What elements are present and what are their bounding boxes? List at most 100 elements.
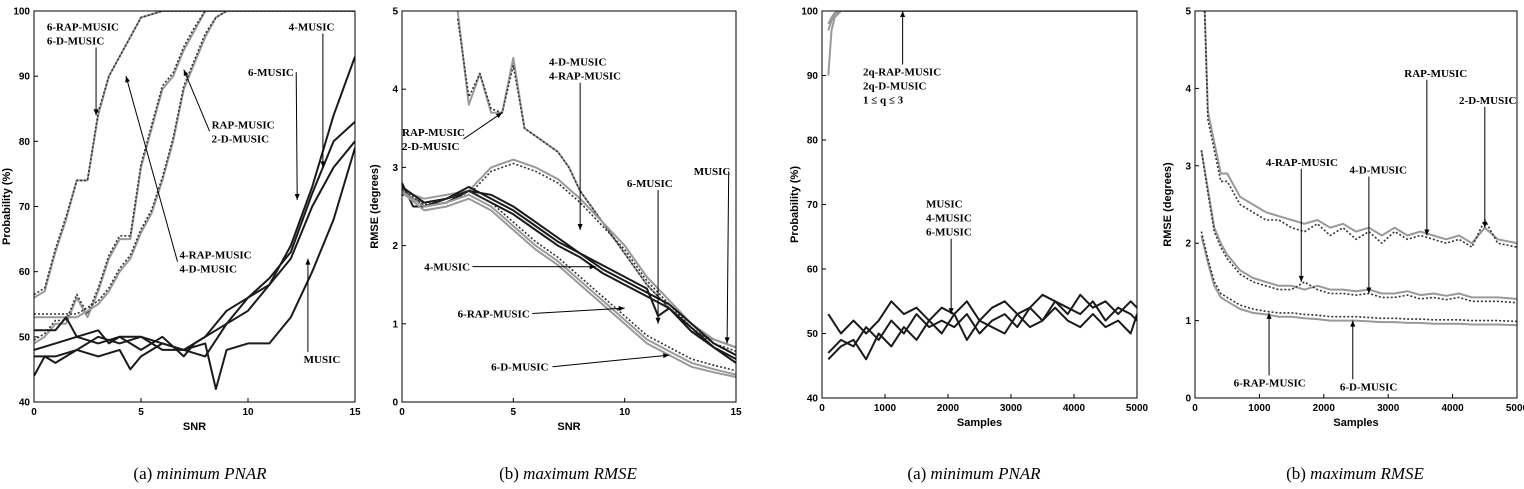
annotation-label: 2q-RAP-MUSIC 2q-D-MUSIC 1 ≤ q ≤ 3 — [863, 67, 941, 107]
y-tick-label: 100 — [801, 7, 818, 18]
x-tick-label: 1000 — [874, 403, 897, 414]
subfigure-caption: (b) maximum RMSE — [499, 464, 637, 483]
annotation-arrowhead — [1298, 275, 1304, 282]
annotation-arrow — [532, 307, 625, 315]
annotation-label: 6-MUSIC — [627, 178, 673, 190]
y-tick-label: 40 — [19, 398, 31, 409]
annotation-arrowhead — [900, 11, 906, 17]
series-line-10 — [402, 191, 736, 378]
annotation-arrowhead — [125, 76, 131, 83]
x-axis-label: Samples — [957, 417, 1002, 429]
y-tick-label: 4 — [1185, 84, 1191, 95]
annotation-arrow — [726, 171, 730, 344]
y-tick-label: 40 — [807, 394, 819, 405]
annotation-arrowhead — [662, 353, 670, 359]
y-tick-label: 70 — [19, 202, 31, 213]
annotation-arrowhead — [93, 109, 99, 116]
y-tick-label: 80 — [19, 137, 31, 148]
series-line-2 — [456, 18, 736, 349]
series-line-2 — [827, 11, 1137, 31]
annotation-label: 6-MUSIC — [248, 67, 294, 79]
series-line-5 — [34, 11, 355, 319]
series-line-1 — [1203, 11, 1517, 245]
annotation-label: MUSIC — [304, 354, 341, 366]
annotation-arrow — [552, 354, 670, 368]
y-tick-label: 90 — [807, 71, 819, 82]
x-tick-label: 5000 — [1506, 403, 1524, 414]
y-tick-label: 80 — [807, 136, 819, 147]
subfigure-caption: (a) minimum PNAR — [133, 464, 267, 483]
annotation-label: 4-D-MUSIC 4-RAP-MUSIC — [549, 57, 621, 83]
annotation-label: 6-RAP-MUSIC 6-D-MUSIC — [47, 22, 119, 48]
y-tick-label: 50 — [19, 332, 31, 343]
annotation-label: 2-D-MUSIC — [1459, 95, 1516, 107]
series-line-3 — [827, 11, 1137, 25]
x-axis-label: SNR — [183, 421, 206, 433]
y-axis-label: Probability (%) — [789, 166, 801, 243]
x-tick-label: 5 — [138, 407, 144, 418]
series-line-8 — [34, 121, 355, 358]
x-tick-label: 0 — [399, 407, 405, 418]
annotation-label: RAP-MUSIC 2-D-MUSIC — [212, 119, 275, 145]
x-axis-label: Samples — [1333, 417, 1378, 429]
series-line-6 — [1200, 231, 1517, 323]
x-tick-label: 10 — [619, 407, 631, 418]
annotation-label: 4-MUSIC — [424, 262, 470, 274]
series-line-3 — [34, 11, 355, 345]
annotation-arrowhead — [1350, 320, 1356, 327]
annotation-label: 4-MUSIC — [289, 22, 335, 34]
annotation-arrow — [183, 69, 211, 132]
y-tick-label: 3 — [392, 163, 398, 174]
x-tick-label: 3000 — [1377, 403, 1400, 414]
annotation-arrowhead — [655, 317, 661, 324]
x-tick-label: 2000 — [937, 403, 960, 414]
series-group — [1200, 11, 1517, 327]
annotation-arrowhead — [320, 161, 326, 168]
chart-2: 0 5 10 15 0 1 2 3 4 5 SNR RMSE (degrees) RAP-MUSIC 2-… — [369, 7, 742, 484]
series-line-6 — [34, 11, 355, 315]
x-tick-label: 1000 — [1248, 403, 1271, 414]
y-tick-label: 5 — [392, 7, 398, 18]
annotation-arrowhead — [1482, 221, 1488, 228]
x-tick-label: 15 — [730, 407, 742, 418]
annotation-label: MUSIC 4-MUSIC 6-MUSIC — [926, 199, 972, 239]
annotation-label: 6-RAP-MUSIC — [1234, 377, 1306, 389]
annotation-label: 4-RAP-MUSIC — [1266, 157, 1338, 169]
annotation-arrowhead — [1266, 312, 1272, 319]
series-line-8 — [402, 190, 736, 376]
annotation-label: 4-RAP-MUSIC 4-D-MUSIC — [180, 250, 252, 276]
x-tick-label: 0 — [31, 407, 37, 418]
series-group — [827, 11, 1137, 361]
y-tick-label: 2 — [392, 241, 398, 252]
annotation-arrowhead — [724, 337, 730, 344]
series-line-7 — [402, 189, 736, 364]
x-axis-label: SNR — [557, 421, 580, 433]
plot-frame — [401, 10, 737, 403]
x-tick-label: 5 — [511, 407, 517, 418]
y-tick-label: 5 — [1185, 7, 1191, 18]
series-line-1 — [827, 11, 1137, 76]
y-tick-label: 0 — [392, 398, 398, 409]
annotation-arrowhead — [589, 264, 596, 270]
y-tick-label: 70 — [807, 200, 819, 211]
annotation-arrowhead — [305, 258, 311, 265]
x-tick-label: 5000 — [1126, 403, 1149, 414]
series-line-5 — [1200, 235, 1517, 327]
annotation-label: 6-RAP-MUSIC — [458, 309, 530, 321]
y-axis-label: RMSE (degrees) — [369, 164, 381, 249]
annotation-label: 6-D-MUSIC — [491, 362, 548, 374]
annotation-label: 4-D-MUSIC — [1350, 165, 1407, 177]
y-tick-label: 60 — [807, 265, 819, 276]
annotation-arrow — [463, 112, 503, 140]
y-tick-label: 1 — [1185, 316, 1191, 327]
subfigure-caption: (b) maximum RMSE — [1286, 464, 1424, 483]
x-tick-label: 2000 — [1313, 403, 1336, 414]
x-tick-label: 4000 — [1063, 403, 1086, 414]
y-tick-label: 60 — [19, 267, 31, 278]
series-line-6 — [827, 306, 1137, 361]
x-tick-label: 0 — [1192, 403, 1198, 414]
annotation-label: RAP-MUSIC 2-D-MUSIC — [402, 127, 465, 153]
y-axis-label: Probability (%) — [1, 168, 13, 245]
annotation-arrow — [125, 76, 179, 262]
x-tick-label: 15 — [349, 407, 361, 418]
